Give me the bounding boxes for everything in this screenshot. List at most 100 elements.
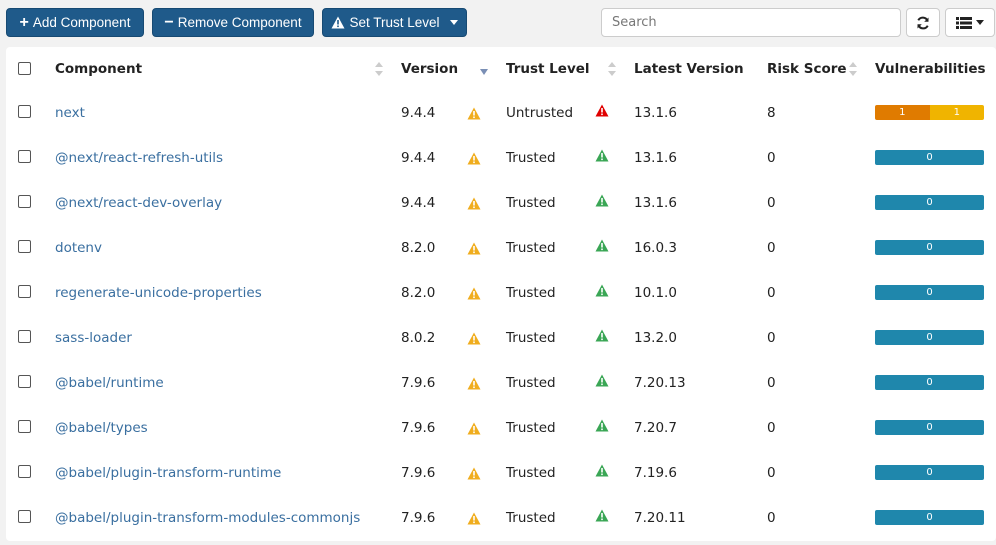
- remove-component-label: Remove Component: [177, 15, 302, 30]
- plus-icon: +: [19, 13, 29, 31]
- remove-component-button[interactable]: − Remove Component: [152, 8, 314, 37]
- components-table: Component Version Trust Level Latest Ver…: [6, 47, 996, 541]
- component-link[interactable]: regenerate-unicode-properties: [55, 284, 262, 301]
- latest-version-value: 7.20.13: [634, 374, 686, 391]
- columns-button[interactable]: [945, 8, 995, 37]
- column-header-vulnerabilities[interactable]: Vulnerabilities: [875, 60, 986, 77]
- risk-score-value: 0: [767, 194, 776, 211]
- version-value: 9.4.4: [401, 194, 436, 211]
- component-link[interactable]: @babel/types: [55, 419, 148, 436]
- success-triangle-icon: [595, 417, 609, 432]
- trust-level-value: Trusted: [506, 374, 556, 391]
- warning-icon: [331, 16, 345, 29]
- search-input[interactable]: [601, 8, 901, 37]
- component-link[interactable]: dotenv: [55, 239, 102, 256]
- vulnerability-count: 0: [875, 375, 984, 390]
- table-row: sass-loader 8.0.2 Trusted 13.2.0 0 0: [6, 315, 996, 360]
- trust-level-value: Trusted: [506, 239, 556, 256]
- set-trust-level-label: Set Trust Level: [349, 15, 440, 30]
- trust-level-value: Trusted: [506, 149, 556, 166]
- warning-triangle-icon: [467, 240, 481, 255]
- component-link[interactable]: @babel/plugin-transform-runtime: [55, 464, 282, 481]
- row-checkbox[interactable]: [18, 150, 31, 163]
- latest-version-value: 16.0.3: [634, 239, 677, 256]
- vulnerabilities-bar: 0: [875, 375, 984, 390]
- component-link[interactable]: @next/react-refresh-utils: [55, 149, 224, 166]
- vulnerabilities-bar: 0: [875, 420, 984, 435]
- success-triangle-icon: [595, 237, 609, 252]
- refresh-icon: [917, 16, 929, 29]
- version-value: 9.4.4: [401, 104, 436, 121]
- success-triangle-icon: [595, 327, 609, 342]
- row-checkbox[interactable]: [18, 375, 31, 388]
- component-link[interactable]: @babel/plugin-transform-modules-commonjs: [55, 509, 361, 526]
- row-checkbox[interactable]: [18, 465, 31, 478]
- column-header-latest-version[interactable]: Latest Version: [634, 60, 744, 77]
- refresh-button[interactable]: [906, 8, 940, 37]
- sort-icon[interactable]: [608, 62, 616, 76]
- latest-version-value: 7.20.11: [634, 509, 686, 526]
- latest-version-value: 7.19.6: [634, 464, 677, 481]
- table-row: @babel/plugin-transform-runtime 7.9.6 Trus…: [6, 450, 996, 495]
- warning-triangle-icon: [467, 105, 481, 120]
- row-checkbox[interactable]: [18, 285, 31, 298]
- vulnerabilities-bar: 0: [875, 465, 984, 480]
- trust-level-value: Trusted: [506, 329, 556, 346]
- list-icon: [956, 16, 972, 29]
- component-link[interactable]: @babel/runtime: [55, 374, 164, 391]
- row-checkbox[interactable]: [18, 195, 31, 208]
- risk-score-value: 0: [767, 329, 776, 346]
- row-checkbox[interactable]: [18, 330, 31, 343]
- row-checkbox[interactable]: [18, 105, 31, 118]
- row-checkbox[interactable]: [18, 240, 31, 253]
- warning-triangle-icon: [467, 420, 481, 435]
- trust-level-value: Untrusted: [506, 104, 574, 121]
- component-link[interactable]: next: [55, 104, 85, 121]
- danger-triangle-icon: [595, 102, 609, 117]
- version-value: 7.9.6: [401, 374, 436, 391]
- column-header-trust-level[interactable]: Trust Level: [506, 60, 590, 77]
- warning-triangle-icon: [467, 195, 481, 210]
- component-link[interactable]: @next/react-dev-overlay: [55, 194, 223, 211]
- warning-triangle-icon: [467, 375, 481, 390]
- toolbar: + Add Component − Remove Component Set T…: [0, 0, 996, 44]
- component-link[interactable]: sass-loader: [55, 329, 132, 346]
- warning-triangle-icon: [467, 150, 481, 165]
- latest-version-value: 13.1.6: [634, 149, 677, 166]
- vulnerability-count-medium: 1: [929, 105, 984, 120]
- minus-icon: −: [164, 13, 174, 31]
- vulnerabilities-bar: 0: [875, 330, 984, 345]
- vulnerability-count: 0: [875, 330, 984, 345]
- version-value: 8.2.0: [401, 284, 436, 301]
- table-row: @babel/runtime 7.9.6 Trusted 7.20.13 0 0: [6, 360, 996, 405]
- add-component-button[interactable]: + Add Component: [6, 8, 144, 37]
- add-component-label: Add Component: [32, 15, 131, 30]
- table-row: dotenv 8.2.0 Trusted 16.0.3 0 0: [6, 225, 996, 270]
- risk-score-value: 0: [767, 464, 776, 481]
- sort-icon[interactable]: [375, 62, 383, 76]
- sort-icon[interactable]: [849, 62, 857, 76]
- vulnerabilities-bar: 0: [875, 510, 984, 525]
- warning-triangle-icon: [467, 510, 481, 525]
- vulnerability-count: 0: [875, 285, 984, 300]
- column-header-risk-score[interactable]: Risk Score: [767, 60, 847, 77]
- column-header-version[interactable]: Version: [401, 60, 459, 77]
- risk-score-value: 0: [767, 149, 776, 166]
- column-header-component[interactable]: Component: [55, 60, 143, 77]
- select-all-checkbox[interactable]: [18, 62, 31, 75]
- vulnerability-count: 0: [875, 465, 984, 480]
- set-trust-level-button[interactable]: Set Trust Level: [322, 8, 467, 37]
- version-value: 8.2.0: [401, 239, 436, 256]
- trust-level-value: Trusted: [506, 509, 556, 526]
- risk-score-value: 0: [767, 284, 776, 301]
- row-checkbox[interactable]: [18, 510, 31, 523]
- trust-level-value: Trusted: [506, 419, 556, 436]
- row-checkbox[interactable]: [18, 420, 31, 433]
- risk-score-value: 0: [767, 509, 776, 526]
- success-triangle-icon: [595, 282, 609, 297]
- latest-version-value: 7.20.7: [634, 419, 677, 436]
- sort-desc-icon[interactable]: [480, 69, 488, 75]
- vulnerability-count: 0: [875, 240, 984, 255]
- version-value: 7.9.6: [401, 419, 436, 436]
